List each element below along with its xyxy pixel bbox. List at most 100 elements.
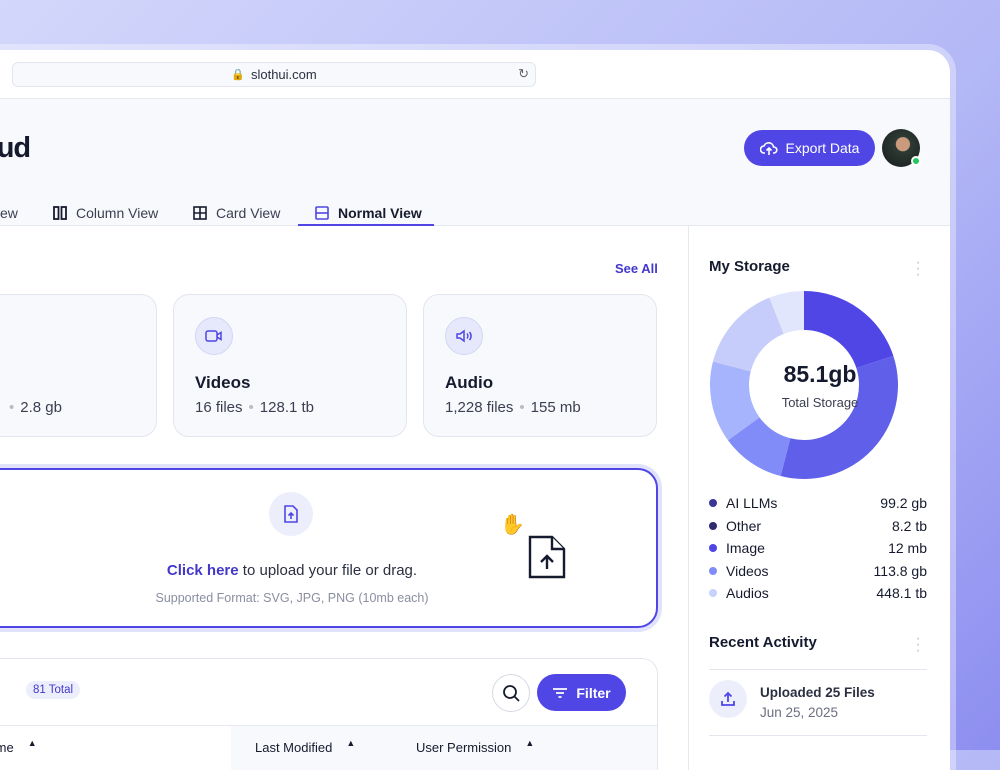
activity-date: Jun 25, 2025	[760, 705, 839, 720]
card-size: 128.1 tb	[259, 399, 315, 416]
card-title: Videos	[195, 373, 251, 392]
supported-formats: Supported Format: SVG, JPG, PNG (10mb ea…	[155, 591, 429, 605]
more-options-icon[interactable]: · · ·	[915, 254, 921, 283]
category-card-audio[interactable]: Audio 1,228 files • 155 mb	[423, 294, 657, 437]
speaker-icon	[445, 317, 483, 355]
legend-item: Audios 448.1 tb	[709, 582, 927, 605]
donut-segment[interactable]	[769, 291, 804, 334]
storage-legend: AI LLMs 99.2 gb Other 8.2 tb Image 12 mb Video…	[709, 492, 927, 605]
legend-value: 12 mb	[888, 540, 927, 557]
legend-label: Audios	[726, 585, 769, 602]
legend-item: Videos 113.8 gb	[709, 560, 927, 583]
card-meta: 1,228 files • 155 mb	[445, 399, 581, 416]
column-name[interactable]: Name ▲	[0, 738, 37, 755]
legend-value: 8.2 tb	[891, 517, 927, 534]
rows-icon	[315, 206, 329, 220]
dragged-file-icon	[528, 535, 566, 579]
storage-sidebar: My Storage · · · 85.1gb Total Storage AI L…	[688, 226, 950, 770]
search-icon	[503, 685, 520, 702]
legend-value: 113.8 gb	[873, 562, 927, 579]
card-files: 1,228 files	[445, 399, 514, 416]
video-icon	[195, 317, 233, 355]
sort-icon[interactable]: ▲	[525, 738, 535, 748]
legend-value: 99.2 gb	[880, 495, 927, 512]
table-header: Name ▲ Last Modified ▲ User Permission ▲	[0, 725, 657, 770]
tab-label: ew	[0, 205, 18, 221]
see-all-link[interactable]: See All	[615, 261, 658, 276]
legend-dot	[709, 589, 717, 598]
legend-item: Image 12 mb	[709, 537, 927, 560]
click-here-link[interactable]: Click here	[166, 562, 239, 579]
tab-label: Column View	[76, 205, 159, 221]
more-options-icon[interactable]: · · ·	[915, 630, 921, 659]
upload-instruction: Click here to upload your file or drag.	[0, 562, 612, 579]
tab-label: Card View	[216, 205, 281, 221]
tab-column-view[interactable]: Column View	[53, 200, 158, 226]
address-bar[interactable]: 🔒 slothui.com ↻	[12, 62, 536, 87]
upload-text: to upload your file or drag.	[242, 562, 418, 579]
tab-card-view[interactable]: Card View	[193, 200, 280, 226]
export-data-button[interactable]: Export Data	[744, 130, 875, 166]
online-status-icon	[911, 156, 921, 166]
cloud-upload-icon	[759, 142, 778, 155]
column-last-modified[interactable]: Last Modified ▲	[255, 738, 356, 755]
donut-segment[interactable]	[804, 291, 894, 369]
category-card[interactable]: • 2.8 gb	[0, 294, 157, 437]
url-text: slothui.com	[250, 67, 317, 82]
total-storage-value: 85.1gb	[783, 361, 857, 387]
legend-dot	[709, 566, 717, 575]
upload-icon	[709, 680, 747, 718]
legend-label: AI LLMs	[726, 495, 778, 512]
card-meta: 16 files • 128.1 tb	[195, 399, 315, 416]
columns-icon	[53, 206, 67, 220]
tab-normal-view[interactable]: Normal View	[315, 200, 422, 226]
sort-icon[interactable]: ▲	[27, 738, 37, 748]
legend-label: Image	[726, 540, 765, 557]
legend-dot	[709, 499, 717, 508]
grab-cursor-icon: ✋	[500, 514, 525, 536]
filter-label: Filter	[576, 684, 611, 701]
column-label: User Permission	[416, 740, 512, 755]
tab-label: Normal View	[338, 205, 422, 221]
files-table: s 81 Total Filter Name▲ Last Modified▲ U…	[0, 658, 658, 770]
card-size: 2.8 gb	[20, 399, 62, 416]
legend-value: 448.1 tb	[876, 585, 927, 602]
export-label: Export Data	[785, 140, 860, 156]
legend-item: Other 8.2 tb	[709, 515, 927, 538]
card-files: 16 files	[195, 399, 243, 416]
donut-segment[interactable]	[780, 355, 898, 479]
category-card-videos[interactable]: Videos 16 files • 128.1 tb	[173, 294, 407, 437]
donut-segment[interactable]	[710, 361, 760, 441]
tab-list-view[interactable]: ew	[0, 200, 18, 226]
lock-icon: 🔒	[231, 69, 245, 81]
total-storage-label: Total Storage	[781, 395, 859, 410]
search-button[interactable]	[492, 674, 530, 712]
browser-window: 🔒 slothui.com ↻ oud Export Data ew Colum…	[0, 50, 950, 770]
column-user-permission[interactable]: User Permission ▲	[416, 738, 535, 755]
legend-item: AI LLMs 99.2 gb	[709, 492, 927, 515]
card-title: Audio	[445, 373, 494, 392]
recent-activity-title: Recent Activity	[709, 634, 817, 651]
my-storage-title: My Storage	[709, 258, 790, 275]
donut-segment[interactable]	[727, 417, 791, 477]
filter-button[interactable]: Filter	[537, 674, 626, 711]
card-size: 155 mb	[530, 399, 581, 416]
card-meta: • 2.8 gb	[9, 399, 62, 416]
active-tab-indicator	[298, 224, 434, 226]
legend-dot	[709, 521, 717, 530]
activity-title: Uploaded 25 Files	[760, 685, 875, 700]
legend-dot	[709, 544, 717, 553]
storage-donut-chart	[710, 291, 898, 479]
upload-dropzone[interactable]: Click here to upload your file or drag. …	[0, 468, 658, 628]
total-badge: 81 Total	[26, 681, 81, 699]
column-label: Last Modified	[255, 740, 333, 755]
file-upload-icon	[269, 492, 313, 536]
legend-label: Other	[726, 517, 762, 534]
grid-icon	[193, 206, 207, 220]
filter-icon	[553, 687, 568, 698]
reload-icon[interactable]: ↻	[518, 66, 529, 81]
sort-icon[interactable]: ▲	[346, 738, 356, 748]
avatar[interactable]	[882, 129, 921, 167]
donut-segment[interactable]	[712, 297, 784, 372]
page-title: oud	[0, 132, 31, 164]
